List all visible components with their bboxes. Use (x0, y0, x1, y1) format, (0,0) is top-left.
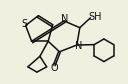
Text: S: S (21, 19, 28, 29)
Text: SH: SH (88, 12, 102, 22)
Text: N: N (75, 41, 83, 51)
Text: N: N (61, 14, 68, 24)
Text: O: O (50, 63, 58, 73)
